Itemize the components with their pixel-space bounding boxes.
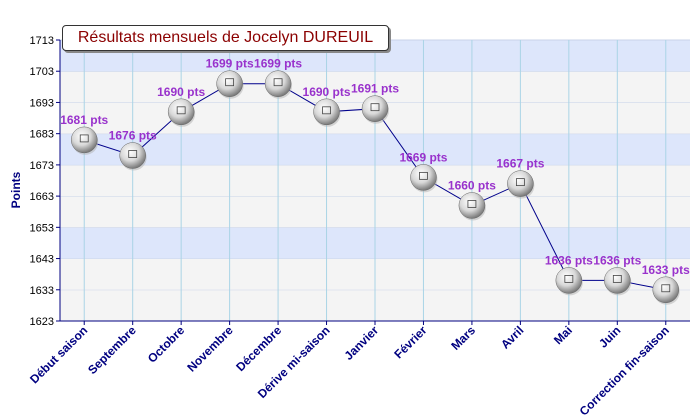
point-emblem — [564, 275, 574, 283]
point-emblem — [176, 106, 186, 115]
data-point — [604, 267, 632, 296]
point-marker — [216, 70, 243, 97]
point-emblem — [419, 171, 428, 180]
y-tick-label: 1703 — [30, 66, 54, 78]
point-marker — [361, 95, 389, 122]
data-label: 1699 pts — [206, 57, 254, 71]
y-tick-label: 1663 — [30, 191, 54, 203]
point-marker — [70, 126, 98, 154]
x-tick-label: Mai — [551, 323, 575, 347]
chart-title-box: Résultats mensuels de Jocelyn DUREUIL — [62, 25, 389, 51]
x-tick-label: Correction fin-saison — [577, 323, 672, 418]
data-label: 1669 pts — [399, 150, 447, 164]
point-marker — [410, 164, 437, 191]
point-emblem — [273, 78, 283, 87]
y-tick-label: 1713 — [30, 35, 54, 47]
point-emblem — [612, 275, 622, 283]
point-marker — [264, 70, 292, 97]
x-tick-label: Septembre — [85, 323, 139, 377]
point-marker — [507, 170, 534, 197]
point-marker — [555, 267, 583, 294]
point-emblem — [661, 284, 671, 293]
point-marker — [604, 267, 631, 294]
point-emblem — [79, 134, 89, 143]
data-point — [458, 192, 486, 221]
data-point — [313, 98, 341, 127]
point-emblem — [128, 150, 138, 158]
data-label: 1690 pts — [157, 85, 205, 99]
y-tick-label: 1693 — [30, 97, 54, 109]
point-emblem — [515, 178, 525, 187]
point-marker — [652, 276, 680, 304]
data-label: 1699 pts — [254, 57, 302, 71]
points-group — [70, 70, 680, 305]
data-label: 1633 pts — [642, 263, 690, 277]
y-tick-label: 1623 — [30, 316, 54, 328]
data-point — [264, 70, 293, 99]
point-marker — [167, 98, 195, 126]
x-tick-label: Début saison — [27, 323, 90, 386]
data-point — [216, 70, 244, 99]
y-ticks: 1623 1633 1643 1653 1663 1673 1683 1693 1703 1713 — [30, 35, 60, 328]
data-label: 1681 pts — [60, 113, 108, 127]
chart-title: Résultats mensuels de Jocelyn DUREUIL — [77, 29, 374, 46]
data-point — [119, 142, 147, 171]
data-label: 1676 pts — [109, 129, 157, 143]
x-tick-label: Décembre — [233, 323, 284, 374]
data-point — [410, 164, 438, 193]
point-emblem — [322, 106, 331, 115]
y-tick-label: 1653 — [30, 222, 54, 234]
data-point — [70, 126, 99, 155]
point-emblem — [225, 78, 235, 87]
x-tick-label: Mars — [448, 323, 478, 353]
data-point — [507, 170, 535, 199]
point-marker — [313, 98, 340, 126]
point-marker — [119, 142, 146, 169]
y-tick-label: 1643 — [30, 254, 54, 266]
data-label: 1690 pts — [303, 85, 351, 99]
data-point — [167, 98, 196, 127]
data-point — [555, 267, 583, 296]
data-label: 1636 pts — [545, 253, 593, 267]
data-label: 1636 pts — [593, 253, 641, 267]
data-label: 1691 pts — [351, 82, 399, 96]
point-emblem — [467, 200, 477, 208]
x-tick-label: Janvier — [342, 323, 382, 363]
data-label: 1667 pts — [496, 157, 544, 171]
x-tick-label: Juin — [596, 323, 623, 350]
x-tick-label: Octobre — [145, 323, 188, 366]
point-marker — [458, 192, 486, 219]
vertical-grid — [83, 40, 667, 321]
y-axis-label: Points — [9, 171, 23, 208]
data-point — [361, 95, 389, 124]
y-tick-label: 1683 — [30, 129, 54, 141]
x-tick-label: Avril — [498, 323, 526, 351]
x-tick-label: Février — [391, 323, 429, 361]
data-label: 1660 pts — [448, 178, 496, 192]
y-tick-label: 1633 — [30, 285, 54, 297]
data-point — [652, 276, 680, 305]
x-tick-label: Novembre — [184, 323, 236, 375]
point-emblem — [370, 103, 380, 112]
y-tick-label: 1673 — [30, 160, 54, 172]
